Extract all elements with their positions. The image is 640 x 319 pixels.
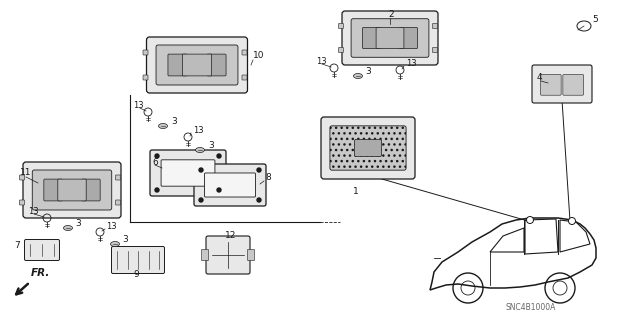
- Text: 7: 7: [14, 241, 20, 250]
- Text: 6: 6: [152, 158, 157, 167]
- FancyBboxPatch shape: [206, 236, 250, 274]
- Text: 11: 11: [20, 168, 31, 177]
- FancyBboxPatch shape: [351, 19, 429, 57]
- Ellipse shape: [353, 73, 362, 78]
- FancyBboxPatch shape: [248, 249, 255, 261]
- FancyBboxPatch shape: [242, 75, 247, 80]
- Text: 10: 10: [253, 51, 264, 60]
- Circle shape: [257, 198, 261, 202]
- Circle shape: [217, 154, 221, 158]
- FancyBboxPatch shape: [399, 27, 417, 48]
- Text: 13: 13: [28, 207, 38, 216]
- FancyBboxPatch shape: [156, 45, 238, 85]
- Text: SNC4B1000A: SNC4B1000A: [505, 303, 556, 313]
- FancyBboxPatch shape: [355, 139, 381, 157]
- Text: 13: 13: [133, 101, 143, 110]
- FancyBboxPatch shape: [242, 50, 247, 55]
- FancyBboxPatch shape: [150, 150, 226, 196]
- FancyBboxPatch shape: [321, 117, 415, 179]
- FancyBboxPatch shape: [376, 27, 404, 48]
- Text: 13: 13: [106, 222, 116, 231]
- FancyBboxPatch shape: [23, 162, 121, 218]
- FancyBboxPatch shape: [330, 126, 406, 170]
- Circle shape: [568, 218, 575, 225]
- Circle shape: [155, 188, 159, 192]
- Text: 3: 3: [208, 141, 214, 150]
- Circle shape: [257, 168, 261, 172]
- FancyBboxPatch shape: [532, 65, 592, 103]
- Circle shape: [155, 154, 159, 158]
- Text: 3: 3: [75, 219, 81, 228]
- FancyBboxPatch shape: [362, 27, 381, 48]
- FancyBboxPatch shape: [143, 50, 148, 55]
- FancyBboxPatch shape: [81, 179, 100, 201]
- FancyBboxPatch shape: [342, 11, 438, 65]
- Text: 3: 3: [171, 117, 177, 126]
- FancyBboxPatch shape: [563, 75, 584, 95]
- FancyBboxPatch shape: [58, 179, 86, 201]
- FancyBboxPatch shape: [540, 75, 561, 95]
- Text: 13: 13: [406, 59, 417, 68]
- Text: 9: 9: [133, 270, 139, 279]
- Text: 12: 12: [225, 231, 236, 240]
- FancyBboxPatch shape: [115, 200, 120, 205]
- FancyBboxPatch shape: [147, 37, 248, 93]
- Circle shape: [527, 217, 534, 224]
- FancyBboxPatch shape: [433, 24, 438, 28]
- Circle shape: [199, 198, 203, 202]
- Text: FR.: FR.: [31, 268, 51, 278]
- Text: 8: 8: [265, 173, 271, 182]
- Circle shape: [199, 168, 203, 172]
- FancyBboxPatch shape: [24, 240, 60, 261]
- FancyBboxPatch shape: [143, 75, 148, 80]
- Text: 3: 3: [365, 67, 371, 76]
- Text: 3: 3: [122, 235, 128, 244]
- Ellipse shape: [111, 241, 120, 247]
- FancyBboxPatch shape: [207, 54, 226, 76]
- FancyBboxPatch shape: [182, 54, 212, 76]
- FancyBboxPatch shape: [339, 48, 344, 53]
- FancyBboxPatch shape: [19, 200, 24, 205]
- FancyBboxPatch shape: [111, 247, 164, 273]
- Text: 2: 2: [388, 10, 394, 19]
- Ellipse shape: [63, 226, 72, 231]
- FancyBboxPatch shape: [19, 175, 24, 180]
- Ellipse shape: [159, 123, 168, 129]
- FancyBboxPatch shape: [161, 160, 215, 186]
- Ellipse shape: [195, 147, 205, 152]
- FancyBboxPatch shape: [168, 54, 187, 76]
- Text: 13: 13: [193, 126, 204, 135]
- Circle shape: [217, 188, 221, 192]
- Text: 5: 5: [592, 15, 598, 24]
- FancyBboxPatch shape: [433, 48, 438, 53]
- FancyBboxPatch shape: [115, 175, 120, 180]
- FancyBboxPatch shape: [339, 24, 344, 28]
- FancyBboxPatch shape: [205, 173, 255, 197]
- FancyBboxPatch shape: [44, 179, 63, 201]
- Text: 1: 1: [353, 187, 359, 196]
- FancyBboxPatch shape: [194, 164, 266, 206]
- Text: 13: 13: [316, 57, 326, 66]
- FancyBboxPatch shape: [32, 170, 112, 210]
- Text: 4: 4: [537, 73, 543, 82]
- FancyBboxPatch shape: [202, 249, 209, 261]
